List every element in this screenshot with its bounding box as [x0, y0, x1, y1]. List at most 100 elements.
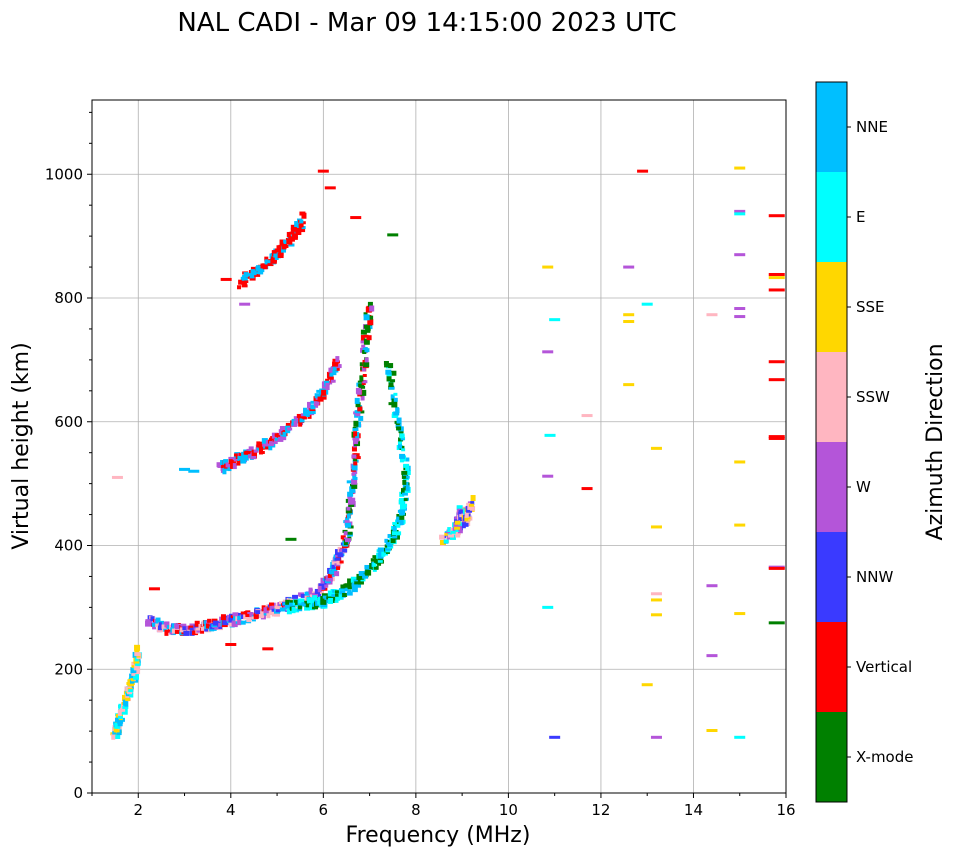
colorbar-segment [816, 172, 847, 262]
echo-mark [397, 440, 402, 445]
echo-mark [291, 233, 298, 239]
echo-mark [351, 454, 357, 459]
echo-mark [734, 253, 746, 257]
echo-mark [298, 223, 304, 228]
echo-mark [270, 256, 277, 263]
echo-mark [337, 552, 344, 558]
echo-mark [292, 594, 299, 599]
echo-mark [205, 628, 212, 633]
echo-mark [287, 427, 293, 431]
echo-mark [258, 271, 264, 275]
echo-mark [403, 457, 410, 462]
x-tick-label: 14 [684, 801, 703, 819]
echo-mark [357, 380, 363, 384]
echo-mark [305, 412, 310, 417]
echo-mark [268, 609, 274, 615]
echo-mark [175, 624, 182, 630]
echo-mark [295, 227, 301, 234]
colorbar-tick-label: NNE [856, 118, 888, 136]
echo-mark [256, 265, 261, 272]
x-axis-label: Frequency (MHz) [346, 823, 531, 848]
echo-mark [222, 619, 229, 626]
echo-mark [382, 552, 388, 556]
echo-mark [242, 278, 247, 285]
echo-mark [387, 534, 393, 539]
echo-mark [251, 451, 257, 456]
echo-mark [331, 593, 338, 599]
echo-mark [318, 585, 325, 590]
echo-mark [200, 626, 207, 631]
echo-mark [768, 288, 785, 292]
echo-mark [346, 591, 353, 596]
echo-mark [324, 598, 329, 604]
x-tick-label: 12 [591, 801, 610, 819]
echo-mark [453, 516, 459, 523]
echo-mark [401, 492, 408, 496]
echo-mark [466, 502, 471, 506]
echo-mark [239, 302, 251, 306]
echo-mark [286, 231, 291, 237]
echo-mark [390, 370, 397, 376]
echo-mark [265, 446, 270, 450]
echo-mark [228, 622, 234, 627]
echo-mark [325, 382, 330, 389]
echo-mark [320, 599, 327, 605]
echo-mark [244, 280, 249, 284]
x-tick-label: 4 [226, 801, 236, 819]
echo-mark [402, 479, 407, 485]
echo-mark [542, 350, 554, 354]
echo-mark [330, 379, 336, 383]
echo-mark [386, 375, 392, 382]
echo-mark [129, 679, 134, 684]
echo-mark [299, 211, 306, 216]
echo-mark [350, 497, 356, 504]
echo-mark [332, 559, 338, 564]
echo-mark [238, 279, 245, 285]
echo-mark [262, 443, 269, 447]
echo-mark [399, 491, 405, 497]
echo-mark [293, 420, 298, 427]
echo-mark [342, 548, 348, 553]
echo-mark [278, 601, 283, 605]
echo-mark [768, 378, 785, 382]
echo-mark [373, 565, 379, 570]
echo-mark [305, 602, 312, 608]
echo-mark [340, 535, 346, 540]
echo-mark [241, 284, 248, 288]
echo-mark [169, 631, 174, 635]
plot-frame [91, 99, 787, 794]
echo-mark [225, 643, 237, 646]
echo-mark [212, 620, 219, 626]
echo-mark [396, 516, 403, 523]
echo-mark [237, 285, 242, 290]
echo-mark [295, 226, 300, 230]
y-tick-label: 1000 [45, 165, 83, 183]
echo-mark [398, 437, 404, 442]
echo-mark [114, 717, 120, 723]
echo-mark [145, 620, 152, 627]
echo-mark [131, 671, 136, 676]
echo-mark [195, 627, 201, 631]
echo-mark [125, 695, 131, 702]
echo-mark [452, 526, 457, 533]
echo-mark [706, 584, 718, 588]
echo-mark [122, 694, 128, 701]
echo-mark [279, 425, 286, 431]
echo-mark [352, 477, 358, 481]
echo-mark [303, 409, 308, 416]
echo-mark [650, 446, 662, 450]
echo-mark [398, 442, 403, 449]
echo-mark [399, 520, 404, 526]
echo-mark [351, 464, 358, 471]
echo-mark [321, 583, 326, 590]
echo-mark [623, 265, 635, 269]
echo-mark [360, 578, 366, 582]
echo-mark [293, 608, 300, 613]
y-axis-label: Virtual height (km) [9, 342, 34, 549]
echo-mark [171, 628, 177, 634]
echo-mark [360, 389, 367, 396]
echo-mark [300, 413, 306, 417]
echo-mark [385, 369, 392, 375]
echo-mark [271, 250, 278, 257]
colorbar-segment [816, 442, 847, 532]
